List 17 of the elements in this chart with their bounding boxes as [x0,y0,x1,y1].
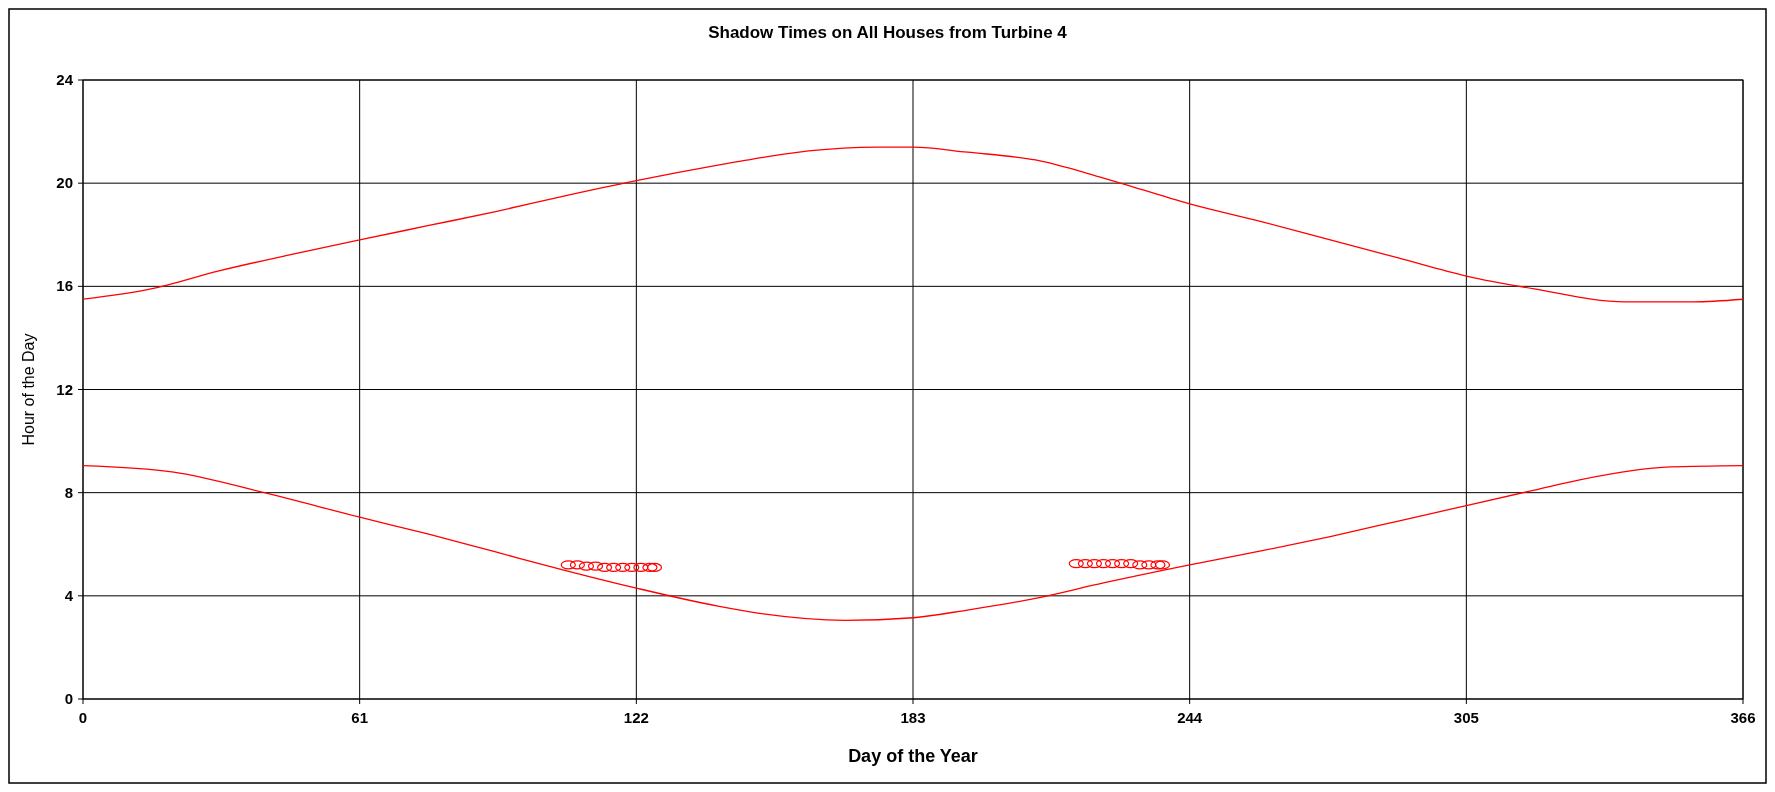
x-tick-label: 61 [351,709,369,726]
y-axis-title: Hour of the Day [20,333,37,446]
x-tick-label: 0 [78,709,88,726]
y-tick-label: 12 [56,380,73,398]
chart-title: Shadow Times on All Houses from Turbine 4 [708,23,1068,42]
x-tick-label: 366 [1730,709,1756,726]
x-tick-label: 244 [1177,709,1203,726]
y-tick-label: 8 [64,483,73,501]
x-axis-title: Day of the Year [848,746,978,766]
x-tick-label: 122 [623,709,649,726]
y-tick-label: 0 [64,690,73,707]
y-tick-label: 24 [56,71,74,88]
x-tick-label: 183 [900,709,926,726]
y-tick-label: 20 [56,174,73,192]
y-tick-label: 4 [64,586,74,604]
y-tick-label: 16 [56,277,73,295]
x-tick-label: 305 [1453,709,1479,726]
